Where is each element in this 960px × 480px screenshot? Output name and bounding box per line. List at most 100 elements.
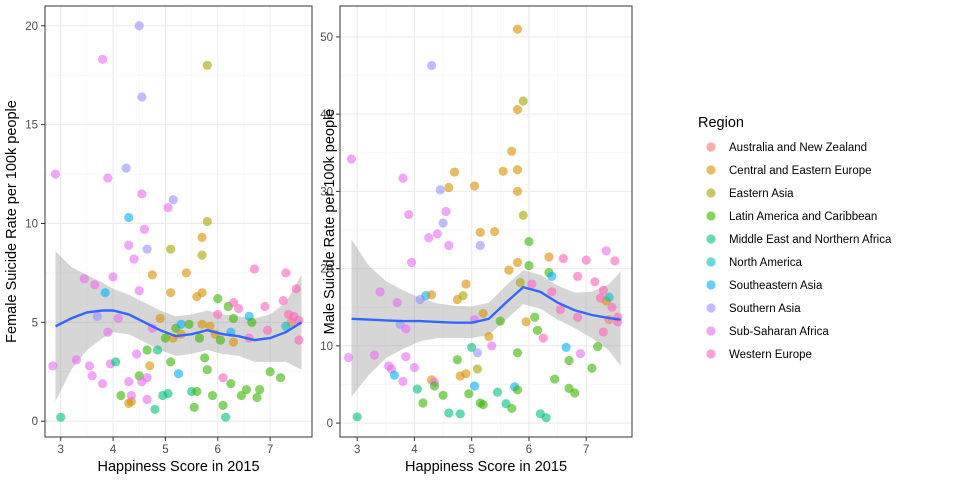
data-point	[475, 240, 485, 251]
data-point	[409, 362, 420, 373]
legend-key	[706, 165, 716, 175]
data-point	[524, 236, 534, 247]
data-point	[137, 189, 147, 199]
confidence-band	[351, 239, 621, 397]
data-point	[116, 390, 126, 401]
data-point	[512, 186, 523, 196]
smooth-line	[351, 285, 621, 324]
data-point	[213, 309, 223, 320]
data-point	[590, 277, 600, 287]
data-point	[570, 388, 580, 398]
legend-key	[706, 303, 716, 313]
data-point	[412, 384, 422, 394]
data-point	[236, 390, 246, 401]
data-point	[90, 280, 100, 290]
data-point	[507, 403, 517, 414]
data-point	[492, 387, 503, 397]
data-point	[147, 270, 157, 280]
data-point	[472, 364, 483, 374]
data-point	[343, 352, 354, 363]
data-point	[97, 379, 108, 389]
data-point	[111, 357, 121, 367]
data-point	[145, 361, 155, 371]
data-point	[166, 357, 176, 367]
data-point	[218, 373, 228, 383]
data-point	[389, 370, 399, 380]
data-point	[173, 369, 184, 379]
legend-item: North America	[706, 257, 802, 269]
data-point	[467, 342, 477, 353]
y-axis-title: Female Suicide Rate per 100k people	[4, 100, 20, 343]
data-point	[202, 60, 212, 70]
data-point	[79, 274, 89, 284]
data-point	[575, 348, 586, 359]
data-point	[455, 409, 465, 419]
y-tick-label: 50	[320, 32, 333, 44]
data-point	[124, 212, 134, 223]
data-point	[418, 398, 428, 408]
data-point	[197, 232, 207, 242]
legend-label: Middle East and Northern Africa	[729, 234, 892, 246]
data-point	[469, 381, 480, 391]
data-point	[255, 384, 265, 395]
legend-label: Southeastern Asia	[729, 280, 823, 292]
data-point	[228, 337, 239, 347]
data-point	[429, 381, 440, 391]
legend-item: Middle East and Northern Africa	[706, 234, 892, 246]
legend-item: Western Europe	[706, 349, 812, 361]
data-point	[213, 294, 223, 304]
data-point	[137, 92, 147, 102]
legend-label: Latin America and Caribbean	[729, 211, 877, 223]
data-point	[573, 312, 583, 322]
legend-key	[706, 211, 716, 221]
legend-items: Australia and New Zealand Central and Eas…	[706, 142, 892, 361]
data-point	[215, 335, 225, 345]
legend-item: Sub-Saharan Africa	[706, 326, 829, 338]
data-point	[108, 272, 118, 282]
data-point	[247, 317, 257, 327]
y-tick-label: 20	[320, 264, 333, 276]
data-point	[512, 104, 523, 115]
data-point	[176, 319, 186, 329]
x-tick-label: 6	[215, 444, 221, 456]
legend-label: Southern Asia	[729, 303, 801, 315]
data-point	[495, 316, 505, 326]
data-point	[538, 333, 548, 343]
legend-key	[706, 188, 716, 198]
data-point	[84, 361, 95, 371]
x-tick-label: 4	[110, 444, 117, 456]
data-point	[150, 404, 160, 414]
data-point	[601, 246, 611, 256]
data-point	[375, 287, 385, 297]
data-point	[607, 302, 617, 312]
data-point	[598, 327, 608, 337]
x-axis-title: Happiness Score in 2015	[97, 459, 259, 475]
data-point	[512, 257, 523, 268]
data-point	[48, 361, 58, 371]
data-point	[404, 209, 414, 220]
data-point	[512, 165, 523, 175]
data-point	[544, 252, 554, 262]
data-point	[218, 400, 228, 410]
data-point	[524, 260, 534, 271]
data-point	[234, 303, 244, 314]
legend-label: Australia and New Zealand	[729, 142, 867, 154]
data-point	[512, 348, 523, 358]
data-point	[469, 181, 480, 191]
data-point	[478, 308, 488, 319]
data-point	[550, 374, 560, 384]
data-point	[484, 331, 494, 342]
data-point	[587, 363, 597, 373]
legend-label: Eastern Asia	[729, 188, 794, 200]
data-point	[121, 163, 131, 173]
data-point	[142, 244, 152, 254]
data-point	[184, 319, 194, 329]
data-point	[461, 369, 471, 379]
data-point	[558, 253, 568, 264]
data-point	[241, 384, 252, 395]
data-point	[134, 21, 144, 31]
legend-key	[706, 349, 716, 359]
y-tick-label: 30	[320, 186, 333, 198]
data-point	[472, 348, 483, 358]
